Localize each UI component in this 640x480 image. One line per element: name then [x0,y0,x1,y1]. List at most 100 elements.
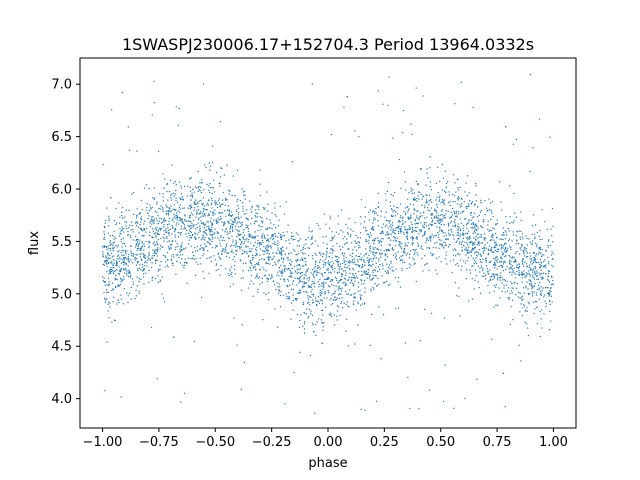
data-point [170,194,172,196]
data-point [335,256,337,258]
data-point [507,239,510,242]
data-point [364,264,366,266]
data-point [392,194,394,197]
data-point [315,260,317,262]
data-point [270,276,273,278]
data-point [120,258,122,260]
data-point [162,210,164,212]
data-point [362,263,364,266]
data-point [249,248,251,250]
data-point [349,289,351,291]
data-point [372,258,374,260]
data-point [437,231,439,234]
data-point [493,257,495,259]
data-point [232,220,234,222]
data-point [203,213,205,216]
data-point [207,237,210,239]
data-point [378,260,380,262]
data-point [220,203,222,206]
data-point [387,284,390,287]
data-point [526,244,528,246]
data-point [121,92,124,94]
data-point [463,234,465,236]
data-point [436,212,438,214]
data-point [536,275,539,277]
data-point [332,263,335,265]
data-point [161,246,163,248]
data-point [105,245,107,248]
data-point [104,390,106,392]
data-point [175,197,177,199]
data-point [174,234,176,236]
data-point [126,272,128,274]
data-point [552,266,554,268]
data-point [161,276,164,278]
data-point [209,220,212,222]
data-point [411,242,413,244]
data-point [368,219,370,221]
data-point [216,231,218,233]
data-point [451,271,453,274]
data-point [357,301,359,303]
data-point [173,213,175,216]
data-point [200,186,202,188]
data-point [529,269,532,271]
data-point [149,226,152,228]
data-point [319,294,321,296]
data-point [421,258,423,260]
data-point [194,274,197,276]
data-point [130,274,132,276]
data-point [422,225,424,227]
data-point [114,285,117,288]
data-point [357,247,360,249]
data-point [504,261,506,263]
data-point [164,178,166,180]
data-point [434,242,436,244]
data-point [483,247,485,249]
data-point [272,237,275,239]
data-point [370,251,372,253]
data-point [376,284,378,287]
data-point [290,302,293,304]
data-point [124,245,127,247]
data-point [120,298,123,300]
data-point [237,245,239,248]
data-point [496,244,498,247]
data-point [190,227,192,229]
data-point [391,248,393,250]
data-point [429,252,432,254]
data-point [462,237,465,239]
data-point [180,220,182,222]
data-point [340,273,343,275]
data-point [279,286,281,288]
data-point [228,214,230,216]
data-point [458,189,460,191]
data-point [522,263,524,265]
data-point [349,268,351,270]
data-point [272,242,274,245]
data-point [116,269,118,271]
data-point [543,265,546,267]
data-point [119,277,122,279]
data-point [157,230,159,232]
data-point [151,236,153,239]
data-point [538,282,541,284]
data-point [118,202,120,204]
data-point [327,278,329,280]
data-point [437,191,439,194]
data-point [259,283,261,285]
data-point [231,249,233,251]
data-point [322,242,325,244]
data-point [328,277,330,279]
data-point [542,287,544,289]
data-point [362,274,364,276]
data-point [211,223,214,225]
data-point [474,246,477,248]
data-point [317,296,320,298]
data-point [466,237,468,239]
data-point [156,232,159,234]
data-point [295,232,297,234]
data-point [274,308,276,310]
data-point [442,232,444,234]
data-point [221,229,224,231]
